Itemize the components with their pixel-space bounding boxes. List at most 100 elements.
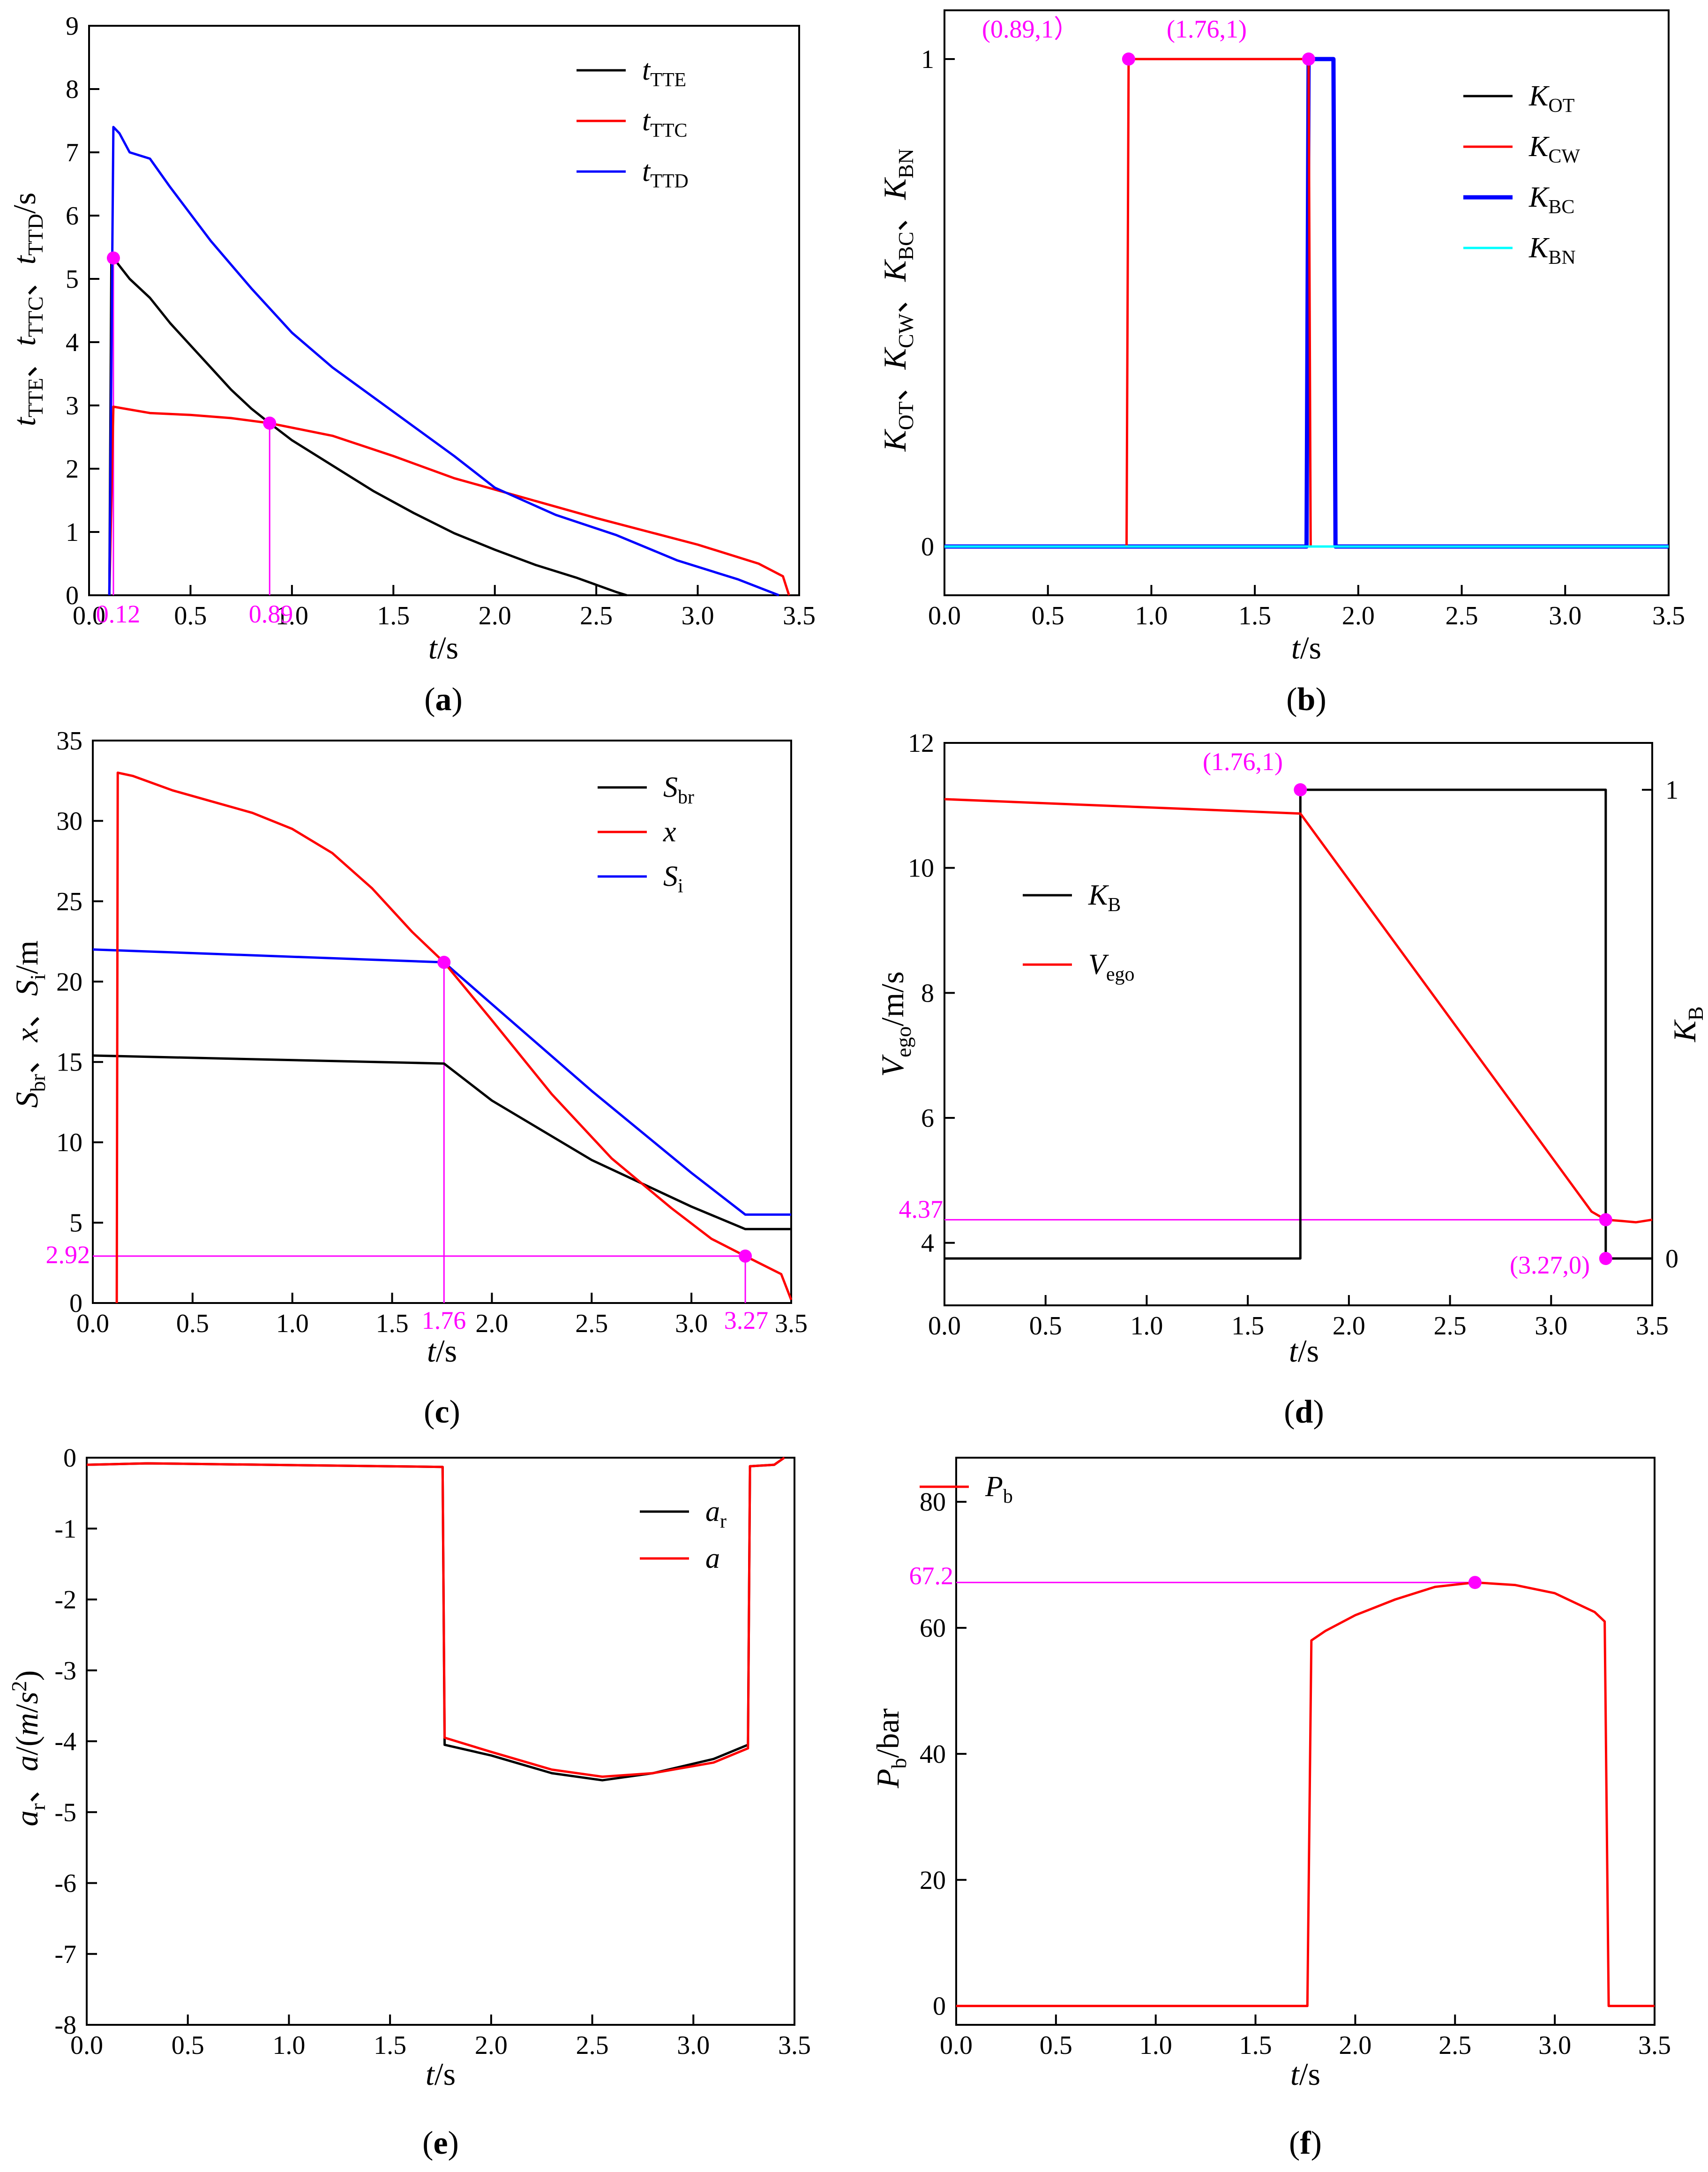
annotation-x2: 0.89 — [249, 600, 293, 628]
caption: (d) — [1284, 1394, 1324, 1430]
reference-lines — [112, 258, 270, 595]
x-tick-label: 1.0 — [272, 2031, 305, 2060]
y-axis-title: Vego/m/s — [875, 971, 915, 1077]
legend-label: Vego — [1088, 949, 1135, 985]
legend-label: Si — [663, 861, 683, 897]
y-tick-label: 12 — [908, 729, 934, 758]
x-axis-title: t/s — [428, 630, 458, 666]
y-right-tick-label: 1 — [1665, 776, 1678, 805]
y-tick-label: 4 — [66, 328, 79, 357]
legend-label: x — [663, 816, 676, 848]
legend: KB Vego — [1023, 879, 1135, 985]
caption: (b) — [1286, 682, 1326, 718]
x-tick-label: 1.5 — [377, 601, 410, 630]
y-tick-label: 3 — [66, 391, 79, 420]
y-tick-label: -3 — [54, 1656, 76, 1685]
y-tick-label: 2 — [66, 455, 79, 484]
y-axis-title: ar、a/(m/s2) — [7, 1670, 50, 1826]
highlight-point — [263, 416, 277, 430]
x-tick-label: 0.5 — [174, 601, 207, 630]
reference-lines — [93, 962, 746, 1303]
legend: ar a — [640, 1496, 727, 1574]
y-ticks: 01 — [921, 45, 955, 562]
y-tick-label: 0 — [63, 1444, 76, 1473]
x-tick-label: 1.0 — [276, 1309, 309, 1338]
series-x — [115, 771, 793, 1303]
x-tick-label: 2.5 — [580, 601, 613, 630]
y-tick-label: 80 — [920, 1488, 946, 1517]
series-tTTC — [108, 405, 790, 596]
series-a — [86, 1456, 785, 1778]
x-tick-label: 2.0 — [1339, 2031, 1371, 2060]
x-axis-title: t/s — [1291, 630, 1321, 666]
series-KB — [944, 788, 1652, 1260]
annotation-x2: 3.27 — [724, 1306, 769, 1334]
legend-label: KB — [1088, 879, 1121, 916]
legend-label: KCW — [1528, 131, 1580, 167]
x-tick-label: 3.5 — [775, 1309, 808, 1338]
y-tick-label: 0 — [66, 581, 79, 610]
x-tick-label: 0.5 — [1029, 1311, 1062, 1341]
x-tick-label: 3.0 — [677, 2031, 710, 2060]
highlight-points — [106, 251, 277, 430]
annotation-x1: 0.12 — [96, 600, 141, 628]
y-tick-label: -2 — [54, 1586, 76, 1615]
y-axis-title: tTTE、tTTC、tTTD/s — [7, 193, 47, 427]
x-tick-label: 3.0 — [675, 1309, 708, 1338]
annotation-point1: (0.89,1） — [982, 15, 1079, 43]
x-tick-label: 2.5 — [1438, 2031, 1471, 2060]
annotation-y1: 2.92 — [46, 1241, 90, 1269]
y-tick-label: -7 — [54, 1940, 76, 1969]
y-ticks: 0 5 10 15 20 25 30 35 — [56, 726, 103, 1318]
y-tick-label: 9 — [66, 12, 79, 41]
plot-frame — [92, 740, 792, 1304]
chart-f: 0.0 0.5 1.0 1.5 2.0 2.5 3.0 3.5 0 20 40 60 80 Pb 67… — [870, 1457, 1671, 2161]
x-tick-label: 1.5 — [376, 1309, 409, 1338]
x-tick-label: 0.0 — [73, 601, 105, 630]
x-tick-label: 3.5 — [783, 601, 816, 630]
chart-a: 0.0 0.5 1.0 1.5 2.0 2.5 3.0 3.5 0 1 2 3 4 5 6 7 8 9 tTTE… — [7, 12, 816, 718]
x-ticks: 0.0 0.5 1.0 1.5 2.0 2.5 3.0 3.5 — [928, 585, 1685, 630]
highlight-point — [1599, 1213, 1612, 1227]
highlight-points — [1468, 1576, 1482, 1589]
highlight-points — [1294, 783, 1612, 1265]
x-tick-label: 2.0 — [475, 1309, 508, 1338]
annotation-point2: (1.76,1) — [1167, 15, 1247, 43]
x-ticks: 0.0 0.5 1.0 1.5 2.0 2.5 3.0 3.5 — [940, 2015, 1671, 2060]
x-tick-label: 3.0 — [1538, 2031, 1571, 2060]
x-tick-label: 3.5 — [778, 2031, 811, 2060]
x-tick-label: 0.5 — [1032, 601, 1064, 630]
x-tick-label: 2.0 — [475, 2031, 508, 2060]
y-tick-label: 5 — [66, 265, 79, 294]
chart-e: 0.0 0.5 1.0 1.5 2.0 2.5 3.0 3.5 0 -1 -2 -3 -4 -5 -6 -7… — [7, 1444, 811, 2161]
y-tick-label: -1 — [54, 1514, 76, 1543]
plot-frame — [88, 25, 800, 596]
y-axis-title: Pb/bar — [870, 1708, 911, 1789]
caption: (c) — [424, 1394, 460, 1430]
x-axis-title: t/s — [1290, 2056, 1320, 2092]
y-tick-label: 25 — [56, 887, 82, 916]
x-tick-label: 2.5 — [575, 1309, 608, 1338]
highlight-points — [437, 956, 752, 1263]
x-tick-label: 3.0 — [682, 601, 714, 630]
chart-b: 0.0 0.5 1.0 1.5 2.0 2.5 3.0 3.5 01 KOTKCWKBCKBN… — [877, 9, 1685, 718]
x-tick-label: 3.5 — [1652, 601, 1685, 630]
y-axis-title-right: KB — [1667, 1006, 1708, 1042]
annotation-x1: 1.76 — [422, 1306, 466, 1334]
series-Pb — [956, 1581, 1655, 2007]
y-ticks: 4 6 8 10 12 — [908, 729, 955, 1258]
x-tick-label: 2.5 — [576, 2031, 609, 2060]
legend-label: tTTD — [642, 156, 689, 192]
series-tTTE — [108, 257, 627, 597]
annotation-point1: (1.76,1) — [1203, 748, 1283, 776]
y-tick-label: 4 — [921, 1229, 934, 1258]
series-lines — [108, 126, 790, 597]
legend-label: Pb — [985, 1471, 1013, 1507]
y-tick-label: 40 — [920, 1740, 946, 1769]
x-tick-label: 2.5 — [1446, 601, 1478, 630]
legend-label: KBC — [1528, 181, 1574, 218]
x-tick-label: 1.0 — [1135, 601, 1168, 630]
highlight-point — [106, 251, 120, 265]
series-Si — [92, 948, 791, 1216]
